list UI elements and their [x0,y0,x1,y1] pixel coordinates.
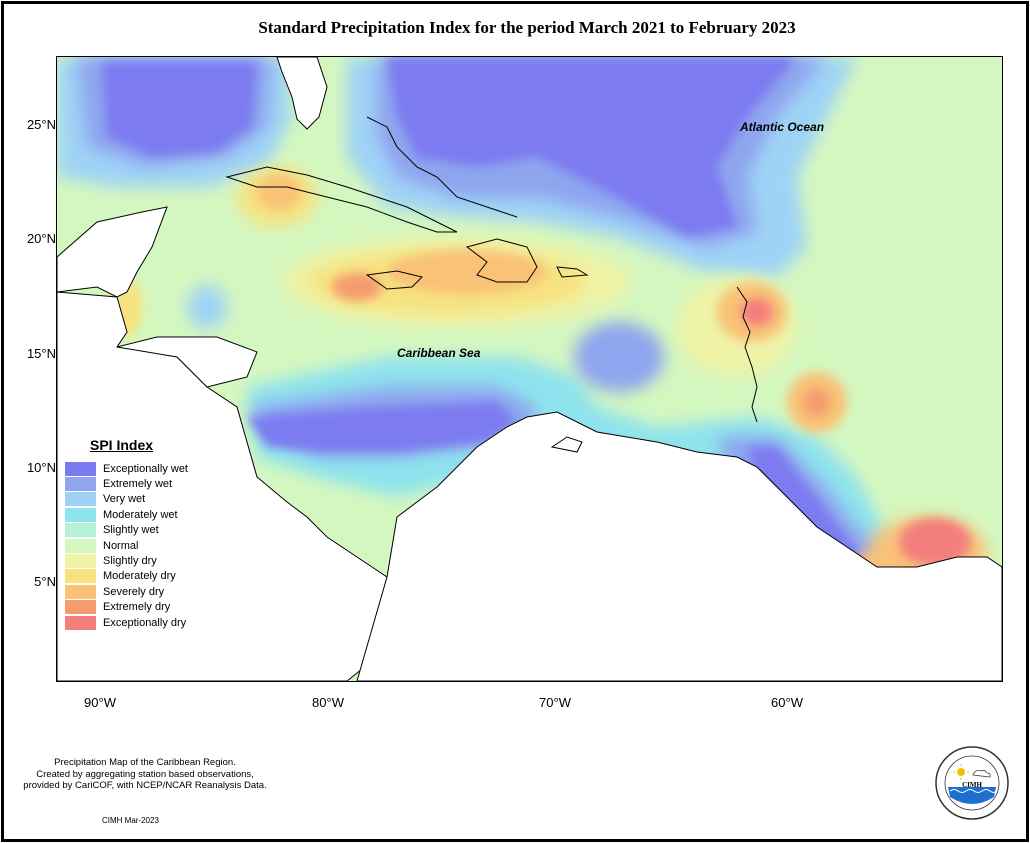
legend-label: Extremely dry [103,601,171,614]
legend-item: Exceptionally wet [62,461,188,476]
legend-item: Slightly wet [62,523,188,538]
legend-swatch [65,523,96,538]
lat-tick-20: 20°N [26,231,56,246]
cimh-logo: CIMH [935,746,1009,820]
lon-tick-70w: 70°W [539,695,571,710]
legend-swatch [65,507,96,522]
bahamas-outline [366,116,518,218]
logo-text: CIMH [962,781,982,789]
puerto-rico-outline [556,266,589,278]
legend-swatch [65,477,96,492]
lon-tick-80w: 80°W [312,695,344,710]
legend-swatch [65,615,96,630]
legend-swatch [65,584,96,599]
legend-item: Slightly dry [62,553,188,569]
lat-tick-25: 25°N [26,117,56,132]
caribbean-sea-label: Caribbean Sea [397,346,481,360]
legend-label: Slightly dry [103,555,157,568]
landmasses [57,57,1002,681]
lon-tick-60w: 60°W [771,695,803,710]
legend-swatch [65,461,96,476]
legend-item: Exceptionally dry [62,615,188,630]
hispaniola-outline [465,238,538,283]
jamaica-outline [365,270,423,290]
lon-tick-90w: 90°W [84,695,116,710]
legend-swatch [65,492,96,507]
legend-swatch [65,538,96,553]
legend-label: Very wet [103,493,146,506]
sun-icon [957,768,965,776]
legend-label: Exceptionally dry [103,616,187,629]
legend-title: SPI Index [90,437,154,453]
lat-tick-10: 10°N [26,460,56,475]
aruba-curacao-outline [550,436,583,453]
legend-item: Severely dry [62,584,188,599]
cuba-outline [225,166,458,233]
legend-item: Extremely wet [62,476,188,492]
legend-swatch [65,569,96,584]
map-title: Standard Precipitation Index for the per… [258,18,796,37]
legend-label: Normal [103,539,139,552]
atlantic-ocean-label: Atlantic Ocean [740,120,825,134]
legend-item: Moderately wet [62,507,188,522]
legend-item: Extremely dry [62,600,188,615]
spi-map-canvas [57,57,1002,681]
spi-map[interactable] [56,56,1003,682]
lesser-antilles-outline [736,286,758,423]
cloud-icon [972,769,991,778]
legend-label: Severely dry [103,585,165,598]
dry-zones [112,167,987,587]
footnote-line-1: Precipitation Map of the Caribbean Regio… [54,757,236,768]
footnote-line-3: provided by CariCOF, with NCEP/NCAR Rean… [23,780,267,791]
legend-label: Moderately wet [103,508,178,521]
lat-tick-15: 15°N [26,346,56,361]
map-footnote: Precipitation Map of the Caribbean Regio… [2,757,288,792]
map-credit: CIMH Mar-2023 [102,816,159,825]
legend-items: Exceptionally wet Extremely wet Very wet Mo… [62,461,188,630]
legend-swatch [65,554,96,569]
spi-legend: SPI Index Exceptionally wet Extremely wet… [62,437,188,630]
legend-item: Moderately dry [62,569,188,584]
legend-label: Exceptionally wet [103,462,188,475]
legend-item: Normal [62,538,188,553]
footnote-line-2: Created by aggregating station based obs… [36,768,254,780]
lat-tick-5: 5°N [34,574,56,589]
legend-item: Very wet [62,492,188,507]
legend-label: Moderately dry [103,570,176,583]
legend-label: Slightly wet [103,524,159,537]
islands [225,116,758,453]
legend-swatch [65,600,96,615]
legend-label: Extremely wet [103,478,173,491]
